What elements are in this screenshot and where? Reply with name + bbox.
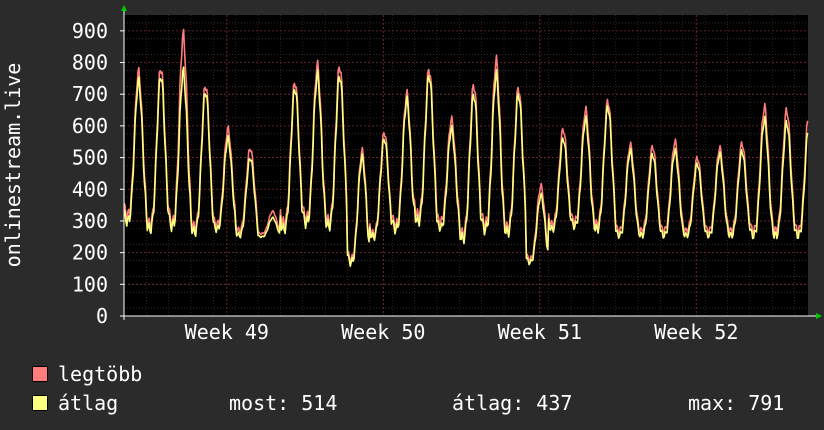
- x-tick-label: Week 50: [341, 320, 425, 344]
- x-tick-label: Week 49: [185, 320, 269, 344]
- legend-label-avg: átlag: [58, 391, 119, 415]
- y-tick-label: 300: [72, 209, 108, 233]
- y-axis-arrow: [121, 5, 127, 11]
- y-axis-title-wrap: onlinestream.live: [1, 0, 25, 330]
- legend-swatch-avg: [32, 395, 48, 411]
- y-axis-title: onlinestream.live: [1, 62, 25, 268]
- stat-max: max: 791: [688, 391, 785, 415]
- x-tick-label: Week 51: [498, 320, 582, 344]
- legend-label-max: legtöbb: [58, 362, 143, 386]
- y-tick-label: 600: [72, 114, 108, 138]
- chart: 0 100 200 300 400 500 600 700 800 900 Week 49 Week …: [72, 5, 822, 344]
- legend-swatch-max: [32, 366, 48, 382]
- x-axis-arrow: [816, 313, 822, 319]
- y-tick-label: 700: [72, 82, 108, 106]
- y-tick-label: 900: [72, 19, 108, 43]
- y-tick-label: 800: [72, 51, 108, 75]
- stat-average: átlag: 437: [452, 391, 573, 415]
- y-tick-label: 500: [72, 146, 108, 170]
- y-tick-label: 100: [72, 272, 108, 296]
- x-tick-label: Week 52: [654, 320, 738, 344]
- y-tick-label: 200: [72, 241, 108, 265]
- y-tick-label: 0: [96, 304, 108, 328]
- y-tick-label: 400: [72, 177, 108, 201]
- stat-current: most: 514: [229, 391, 338, 415]
- series-line-avg: [123, 66, 809, 268]
